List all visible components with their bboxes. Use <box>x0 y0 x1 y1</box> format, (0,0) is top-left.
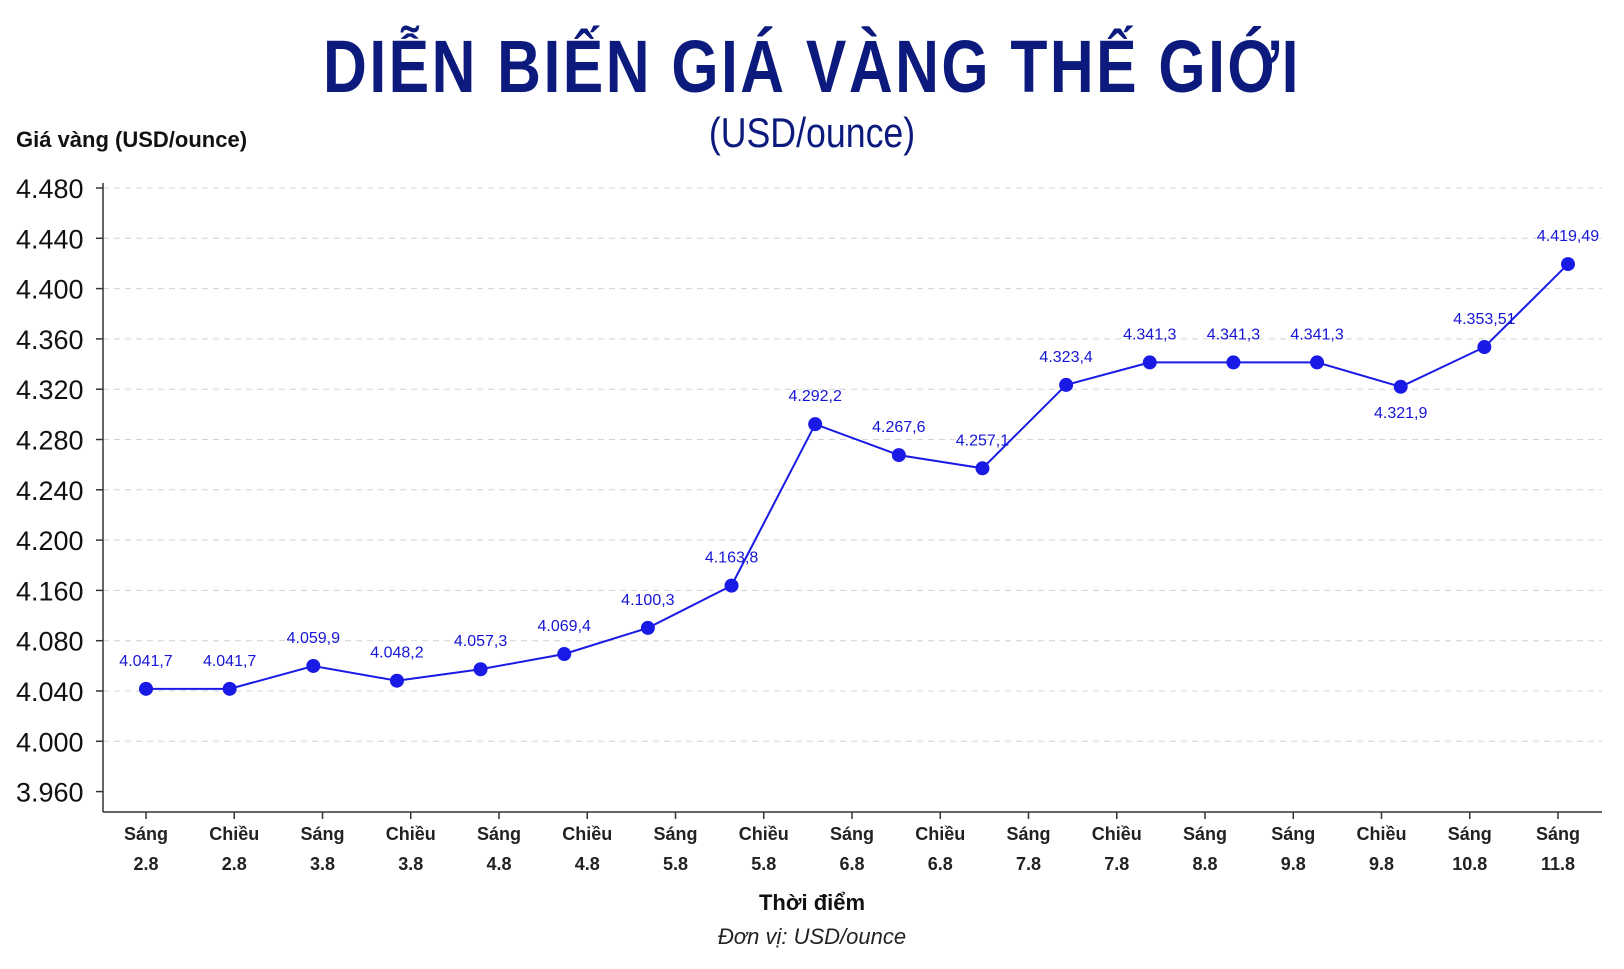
data-label: 4.323,4 <box>1039 349 1092 366</box>
x-tick-label: Chiều <box>1092 824 1142 844</box>
data-label: 4.163,8 <box>705 550 758 567</box>
data-point <box>389 673 404 688</box>
unit-note: Đơn vị: USD/ounce <box>718 924 906 949</box>
y-axis-ticks: 3.960 4.000 4.040 4.080 4.160 4.200 4.240 4.280… <box>16 174 103 808</box>
data-label: 4.100,3 <box>621 592 674 609</box>
x-tick-label: 9.8 <box>1369 854 1394 874</box>
x-tick-label: Chiều <box>386 824 436 844</box>
data-point <box>306 658 321 673</box>
chart-title: DIỄN BIẾN GIÁ VÀNG THẾ GIỚI <box>323 25 1301 108</box>
x-tick-label: Sáng <box>1271 824 1315 844</box>
x-tick-label: 7.8 <box>1016 854 1041 874</box>
x-tick-label: 5.8 <box>663 854 688 874</box>
x-tick-label: Chiều <box>562 824 612 844</box>
data-label: 4.257,1 <box>956 432 1009 449</box>
data-label: 4.059,9 <box>287 630 340 647</box>
data-label: 4.041,7 <box>203 653 256 670</box>
x-axis-label: Thời điểm <box>759 890 865 915</box>
x-tick-label: Sáng <box>477 824 521 844</box>
y-tick-label: 4.240 <box>16 476 84 506</box>
x-tick-label: 11.8 <box>1541 854 1575 874</box>
data-label: 4.353,51 <box>1453 311 1515 328</box>
y-tick-label: 4.200 <box>16 526 84 556</box>
data-point <box>808 417 823 432</box>
data-point <box>1142 355 1157 370</box>
y-tick-label: 3.960 <box>16 778 84 808</box>
x-axis-ticks: Sáng 2.8 Chiều 2.8 Sáng 3.8 Chiều 3.8 Sáng 4.8 Chi… <box>124 812 1580 874</box>
data-point <box>139 681 153 696</box>
y-tick-label: 4.360 <box>16 325 84 355</box>
data-point <box>1310 355 1325 370</box>
x-tick-label: 6.8 <box>928 854 953 874</box>
x-tick-label: 8.8 <box>1192 854 1217 874</box>
x-tick-label: Sáng <box>124 824 168 844</box>
data-label: 4.041,7 <box>119 653 172 670</box>
x-tick-label: Chiều <box>739 824 789 844</box>
y-tick-label: 4.080 <box>16 627 84 657</box>
x-tick-label: Sáng <box>1006 824 1050 844</box>
x-tick-label: 2.8 <box>222 854 247 874</box>
data-label: 4.292,2 <box>788 388 841 405</box>
data-point <box>1393 379 1408 394</box>
x-tick-label: Sáng <box>1183 824 1227 844</box>
data-label: 4.267,6 <box>872 419 925 436</box>
data-label: 4.341,3 <box>1207 326 1260 343</box>
x-tick-label: Sáng <box>653 824 697 844</box>
y-tick-label: 4.280 <box>16 426 84 456</box>
x-tick-label: 6.8 <box>839 854 864 874</box>
x-tick-label: 9.8 <box>1281 854 1306 874</box>
x-tick-label: Chiều <box>209 824 259 844</box>
chart-subtitle: (USD/ounce) <box>708 109 916 156</box>
y-tick-label: 4.480 <box>16 174 84 204</box>
x-tick-label: 4.8 <box>486 854 511 874</box>
x-tick-label: Sáng <box>830 824 874 844</box>
x-tick-label: 2.8 <box>133 854 158 874</box>
x-tick-label: Sáng <box>1448 824 1492 844</box>
gridlines <box>103 187 1602 742</box>
data-point <box>557 647 572 662</box>
x-tick-label: 3.8 <box>310 854 335 874</box>
data-label: 4.341,3 <box>1290 326 1343 343</box>
x-tick-label: Sáng <box>300 824 344 844</box>
y-tick-label: 4.000 <box>16 727 84 757</box>
data-point <box>891 448 906 463</box>
x-tick-label: 4.8 <box>575 854 600 874</box>
x-tick-label: Chiều <box>1356 824 1406 844</box>
data-point <box>1561 257 1575 272</box>
data-label: 4.069,4 <box>538 618 591 635</box>
x-tick-label: 10.8 <box>1452 854 1487 874</box>
y-tick-label: 4.400 <box>16 275 84 305</box>
x-tick-label: Sáng <box>1536 824 1580 844</box>
data-point <box>473 662 488 677</box>
data-point <box>1226 355 1241 370</box>
data-points <box>139 257 1575 696</box>
data-labels: 4.041,7 4.041,7 4.059,9 4.048,2 4.057,3 4.069… <box>119 228 1599 670</box>
data-label: 4.321,9 <box>1374 405 1427 422</box>
data-point <box>640 620 655 635</box>
y-tick-label: 4.040 <box>16 677 84 707</box>
data-point <box>222 681 237 696</box>
data-point <box>1059 377 1074 392</box>
data-label: 4.048,2 <box>370 645 423 662</box>
data-label: 4.341,3 <box>1123 326 1176 343</box>
data-label: 4.419,49 <box>1537 228 1599 245</box>
data-point <box>1477 340 1492 355</box>
y-axis-label: Giá vàng (USD/ounce) <box>16 127 247 152</box>
x-tick-label: Chiều <box>915 824 965 844</box>
y-tick-label: 4.160 <box>16 576 84 606</box>
y-tick-label: 4.320 <box>16 375 84 405</box>
x-tick-label: 7.8 <box>1104 854 1129 874</box>
x-tick-label: 5.8 <box>751 854 776 874</box>
y-tick-label: 4.440 <box>16 224 84 254</box>
data-point <box>724 578 739 593</box>
price-line <box>146 263 1569 690</box>
data-label: 4.057,3 <box>454 633 507 650</box>
data-point <box>975 461 990 476</box>
x-tick-label: 3.8 <box>398 854 423 874</box>
